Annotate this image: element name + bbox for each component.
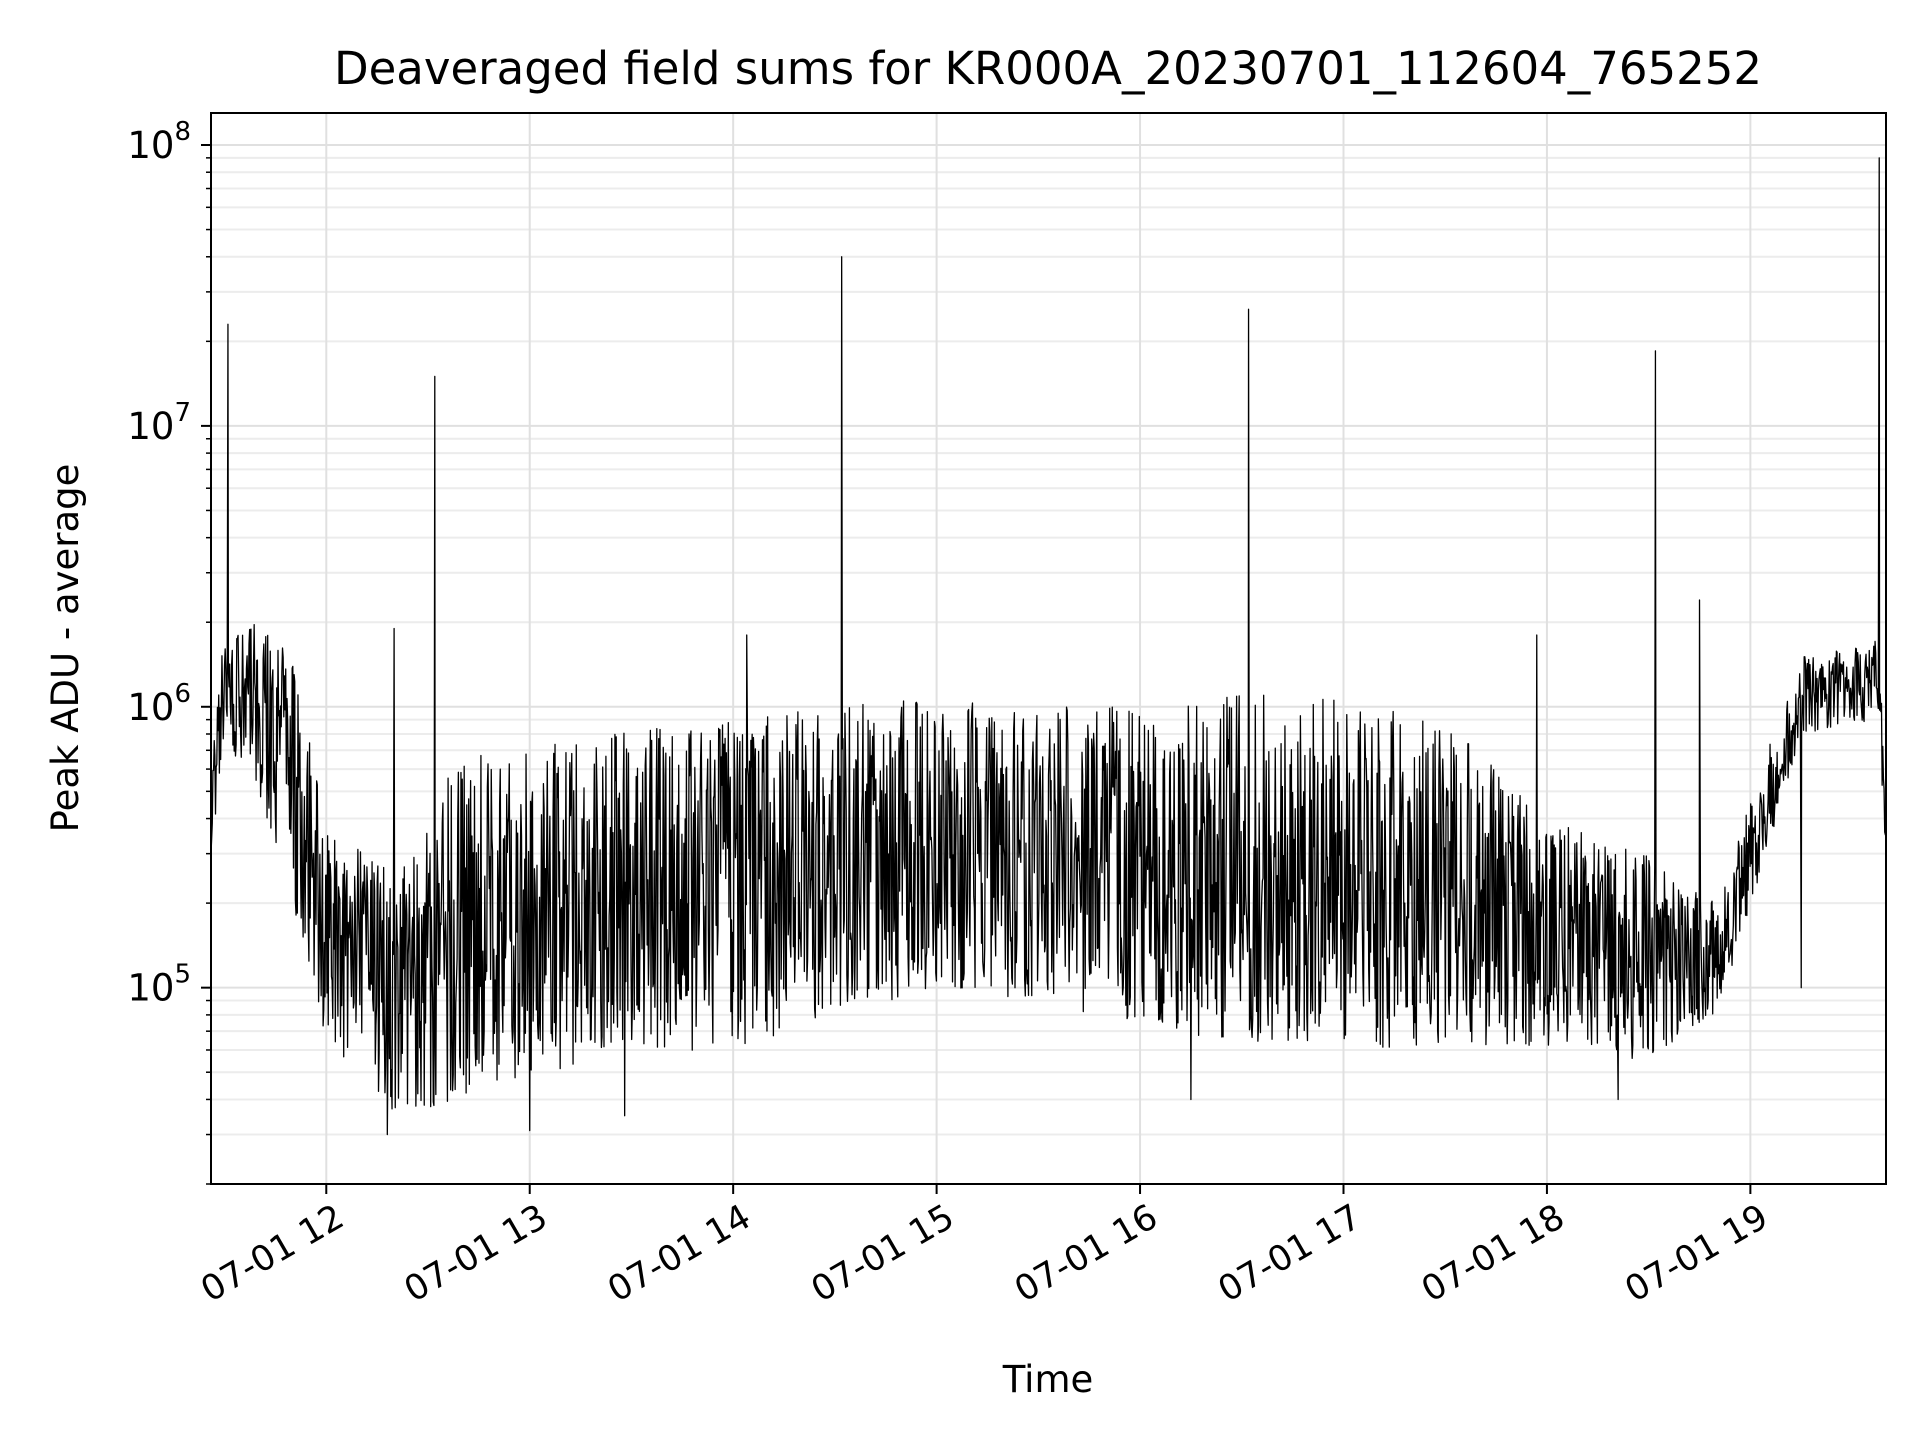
y-tick-label: 107 xyxy=(127,398,191,448)
series-line xyxy=(210,157,1887,1136)
y-tick-label: 108 xyxy=(127,117,191,167)
chart-title: Deaveraged field sums for KR000A_2023070… xyxy=(334,42,1762,95)
plot-frame xyxy=(210,112,1887,1185)
series-peak-adu xyxy=(210,157,1887,1136)
y-tick-label: 106 xyxy=(127,679,191,729)
y-tick-label: 105 xyxy=(127,960,191,1010)
x-axis-label: Time xyxy=(1002,1358,1094,1401)
y-axis-ticks: 105 106 107 108 xyxy=(127,117,211,1185)
y-axis-label: Peak ADU - average xyxy=(44,464,87,833)
